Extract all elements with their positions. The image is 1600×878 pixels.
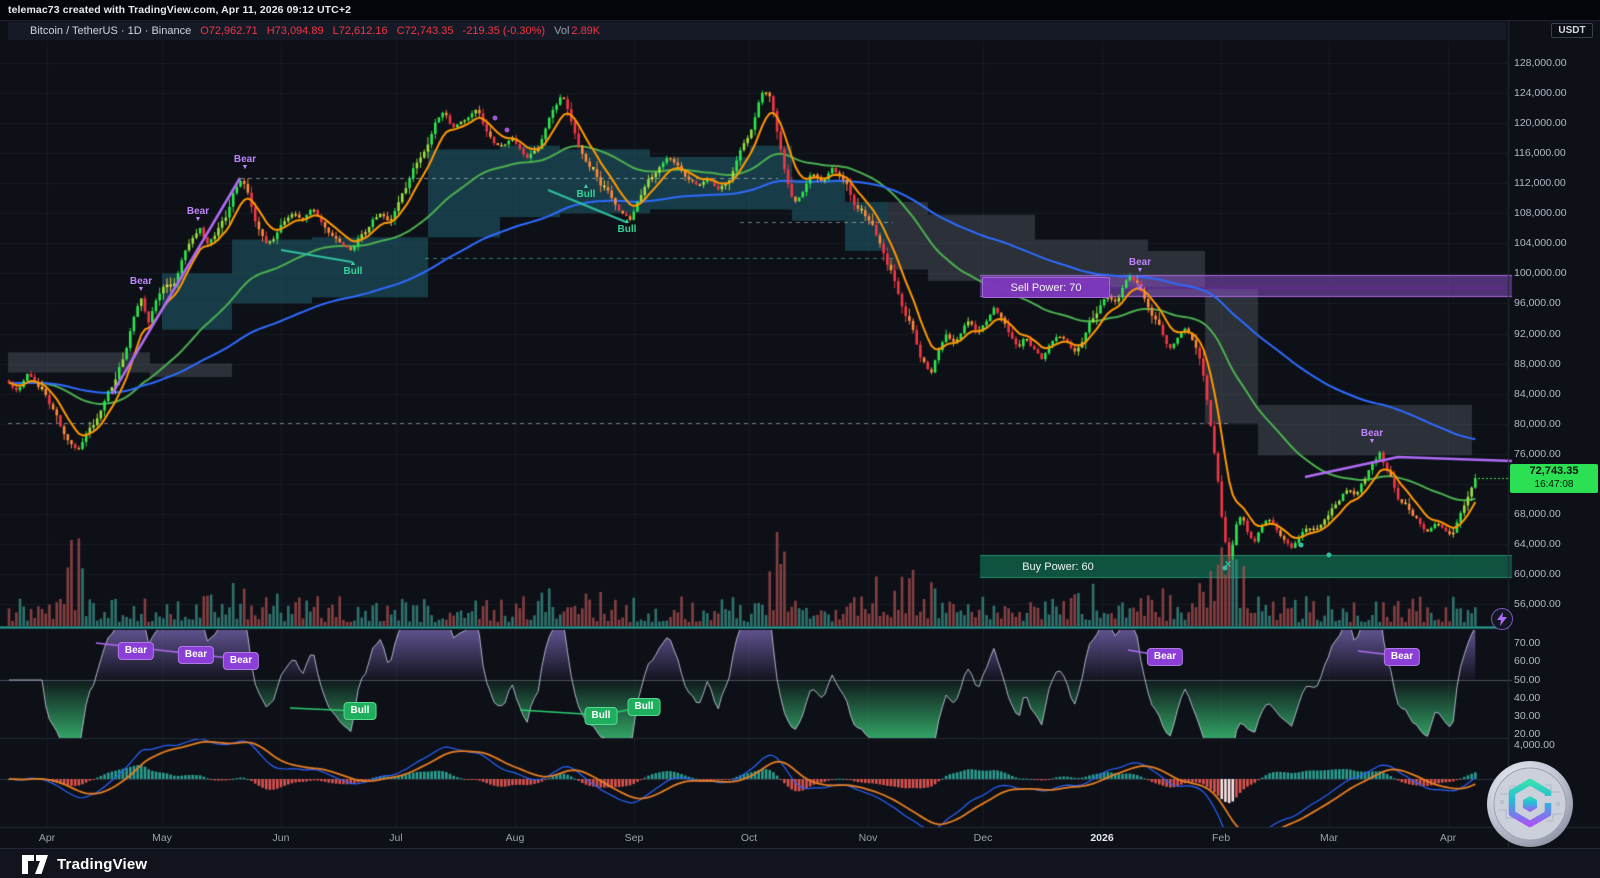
time-axis-label-feb[interactable]: Feb xyxy=(1211,832,1231,844)
symbol-legend-bar[interactable]: Bitcoin / TetherUS · 1D · Binance O72,96… xyxy=(8,22,1506,40)
signal-dot xyxy=(492,115,498,121)
tradingview-logo[interactable]: TradingView xyxy=(22,854,148,874)
rsi-axis-label[interactable]: 70.00 xyxy=(1514,637,1541,649)
rsi-axis-label[interactable]: 30.00 xyxy=(1514,710,1541,722)
rsi-axis-label[interactable]: 60.00 xyxy=(1514,655,1541,667)
price-axis-label[interactable]: 64,000.00 xyxy=(1514,537,1561,550)
last-price-tag: 72,743.35 16:47:08 xyxy=(1510,464,1598,493)
x-marker: × xyxy=(1136,280,1144,294)
price-axis-label[interactable]: 108,000.00 xyxy=(1514,207,1567,220)
time-axis-label-nov[interactable]: Nov xyxy=(858,832,878,844)
signal-dot xyxy=(1326,552,1332,558)
bull-signal-badge[interactable]: ▲ Bull xyxy=(617,218,637,235)
price-axis-label[interactable]: 128,000.00 xyxy=(1514,57,1567,69)
bar-countdown: 16:47:08 xyxy=(1534,479,1574,490)
time-axis-label-jun[interactable]: Jun xyxy=(272,832,290,844)
bear-signal-badge[interactable]: Bear ▼ xyxy=(1360,428,1384,446)
signal-dot xyxy=(1222,565,1228,571)
price-axis-label[interactable]: 84,000.00 xyxy=(1514,387,1561,400)
price-axis-label[interactable]: 96,000.00 xyxy=(1514,297,1561,310)
price-axis-label[interactable]: 68,000.00 xyxy=(1514,507,1561,520)
time-axis-label-dec[interactable]: Dec xyxy=(973,832,993,844)
bear-signal-badge[interactable]: Bear ▼ xyxy=(233,154,257,172)
last-price-value: 72,743.35 xyxy=(1529,465,1579,477)
price-axis-label[interactable]: 92,000.00 xyxy=(1514,327,1561,340)
buy-power-zone-label[interactable]: Buy Power: 60 xyxy=(1022,560,1094,573)
ohlc-high: H73,094.89 xyxy=(266,25,324,37)
price-axis-label[interactable]: 100,000.00 xyxy=(1514,267,1567,280)
time-axis-label-apr[interactable]: Apr xyxy=(38,832,56,844)
volume-value: 2.89K xyxy=(571,25,601,37)
price-axis-label[interactable]: 60,000.00 xyxy=(1514,567,1561,580)
time-axis-label-aug[interactable]: Aug xyxy=(505,832,525,844)
price-axis-label[interactable]: 88,000.00 xyxy=(1514,357,1561,370)
price-axis-label[interactable]: 80,000.00 xyxy=(1514,417,1561,430)
currency-toggle-button[interactable]: USDT xyxy=(1551,23,1593,38)
price-axis-label[interactable]: 104,000.00 xyxy=(1514,237,1567,250)
time-axis-label-apr[interactable]: Apr xyxy=(1439,832,1457,844)
rsi-axis-label[interactable]: 50.00 xyxy=(1514,674,1541,686)
signal-dot xyxy=(504,127,510,133)
signal-dot xyxy=(1298,542,1304,548)
x-marker: × xyxy=(1224,557,1232,571)
time-axis-label-sep[interactable]: Sep xyxy=(624,832,644,844)
rsi-bear-divergence-badge[interactable]: Bear xyxy=(222,652,260,670)
bear-signal-badge[interactable]: Bear ▼ xyxy=(1128,257,1152,275)
bull-signal-badge[interactable]: ▲ Bull xyxy=(343,260,363,277)
ohlc-close: C72,743.35 xyxy=(396,25,454,37)
price-axis-label[interactable]: 120,000.00 xyxy=(1514,117,1567,130)
time-axis-label-jul[interactable]: Jul xyxy=(389,832,403,844)
price-change: -219.35 (-0.30%) xyxy=(462,25,546,37)
price-axis-label[interactable]: 76,000.00 xyxy=(1514,447,1561,460)
symbol-name[interactable]: Bitcoin / TetherUS · 1D · Binance xyxy=(30,25,192,37)
volume-label: Vol xyxy=(554,25,570,37)
rsi-bull-divergence-badge[interactable]: Bull xyxy=(627,698,661,716)
bear-signal-badge[interactable]: Bear ▼ xyxy=(129,276,153,294)
rsi-bear-divergence-badge[interactable]: Bear xyxy=(117,642,155,660)
bear-signal-badge[interactable]: Bear ▼ xyxy=(186,206,210,224)
tradingview-wordmark: TradingView xyxy=(57,855,148,873)
price-axis-label[interactable]: 112,000.00 xyxy=(1514,177,1566,190)
sell-power-zone-label[interactable]: Sell Power: 70 xyxy=(982,277,1110,298)
ohlc-low: L72,612.16 xyxy=(332,25,388,37)
footer-bar: TradingView xyxy=(0,848,1600,878)
lightning-button[interactable] xyxy=(1491,608,1513,630)
price-axis-label[interactable]: 124,000.00 xyxy=(1514,87,1567,100)
tradingview-logo-icon xyxy=(22,854,48,874)
rsi-bull-divergence-badge[interactable]: Bull xyxy=(343,702,377,720)
time-axis-label-2026[interactable]: 2026 xyxy=(1090,832,1114,844)
price-axis-label[interactable]: 56,000.00 xyxy=(1514,598,1561,610)
ohlc-open: O72,962.71 xyxy=(200,25,258,37)
bull-signal-badge[interactable]: ▲ Bull xyxy=(576,183,596,200)
watermark-header: telemac73 created with TradingView.com, … xyxy=(0,0,1600,20)
rsi-bear-divergence-badge[interactable]: Bear xyxy=(1146,648,1184,666)
price-axis-label[interactable]: 116,000.00 xyxy=(1514,147,1566,160)
rsi-axis-label[interactable]: 20.00 xyxy=(1514,728,1541,740)
macd-axis-label[interactable]: 4,000.00 xyxy=(1514,739,1555,751)
rsi-bull-divergence-badge[interactable]: Bull xyxy=(584,707,618,725)
time-axis-label-oct[interactable]: Oct xyxy=(740,832,758,844)
watermark-title: telemac73 created with TradingView.com, … xyxy=(8,4,352,16)
time-axis-label-may[interactable]: May xyxy=(152,832,172,844)
rsi-bear-divergence-badge[interactable]: Bear xyxy=(1383,648,1421,666)
rsi-bear-divergence-badge[interactable]: Bear xyxy=(177,646,215,664)
coin-logo-watermark xyxy=(1486,760,1574,848)
rsi-axis-label[interactable]: 40.00 xyxy=(1514,692,1541,704)
time-axis-label-mar[interactable]: Mar xyxy=(1319,832,1339,844)
lightning-icon xyxy=(1497,612,1507,626)
